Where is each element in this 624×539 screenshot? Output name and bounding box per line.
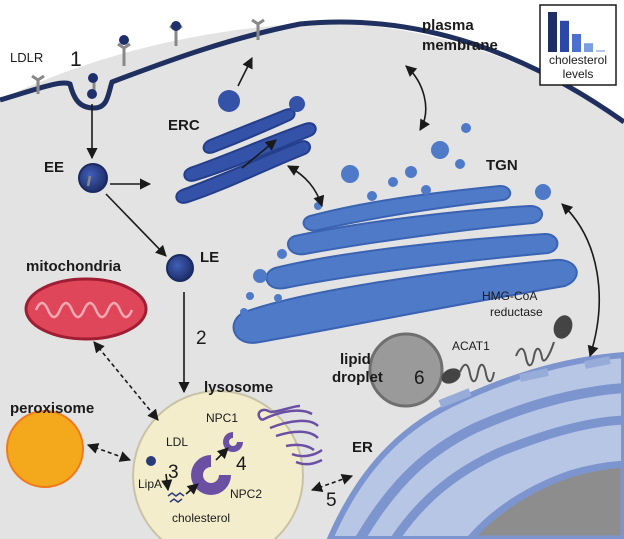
late-endosome xyxy=(166,254,194,282)
label-peroxisome: peroxisome xyxy=(10,400,94,417)
ldl-particles-surface xyxy=(88,21,181,83)
label-ldl: LDL xyxy=(166,435,188,449)
step-5: 5 xyxy=(326,490,337,511)
lysosome xyxy=(132,390,304,539)
pathway-arrows xyxy=(86,56,600,495)
legend-bar xyxy=(596,50,605,52)
legend-title-line1: cholesterol xyxy=(549,53,607,67)
label-erc: ERC xyxy=(168,117,200,134)
label-ee: EE xyxy=(44,159,64,176)
label-npc2: NPC2 xyxy=(230,487,262,501)
label-acat1: ACAT1 xyxy=(452,339,490,353)
legend-bar xyxy=(560,20,569,52)
label-membrane: membrane xyxy=(422,37,498,54)
label-reductase: reductase xyxy=(490,305,543,319)
lipid-droplet xyxy=(368,332,444,408)
label-hmg-coa: HMG-CoA xyxy=(482,289,537,303)
npc1-transmembrane xyxy=(257,404,323,466)
label-le: LE xyxy=(200,249,219,266)
legend-bars xyxy=(548,12,605,52)
label-ldlr: LDLR xyxy=(10,50,43,65)
label-lipa: LipA xyxy=(138,477,162,491)
step-2: 2 xyxy=(196,328,207,349)
npc1-protein xyxy=(223,432,243,452)
erc-compartment xyxy=(175,108,317,204)
step-1: 1 xyxy=(70,48,82,71)
endocytic-vesicle xyxy=(87,89,97,99)
erc-vesicle xyxy=(218,90,240,112)
label-cholesterol: cholesterol xyxy=(172,511,230,525)
label-npc1: NPC1 xyxy=(206,411,238,425)
cholesterol-molecule xyxy=(167,492,185,503)
early-endosome xyxy=(78,163,108,193)
tgn-vesicles xyxy=(240,123,551,316)
peroxisome xyxy=(6,410,84,488)
label-lipid: lipid xyxy=(340,351,371,368)
erc-vesicle-b xyxy=(289,96,305,112)
plasma-membrane xyxy=(0,19,624,125)
step-6: 6 xyxy=(414,368,425,389)
label-er: ER xyxy=(352,439,373,456)
mitochondria xyxy=(24,277,148,341)
legend-bar xyxy=(572,34,581,52)
npc2-protein xyxy=(191,455,231,495)
label-plasma: plasma xyxy=(422,17,474,34)
step-4: 4 xyxy=(236,454,247,475)
label-lysosome: lysosome xyxy=(204,379,273,396)
endoplasmic-reticulum xyxy=(326,351,624,539)
legend-title-line2: levels xyxy=(563,67,594,81)
label-mitochondria: mitochondria xyxy=(26,258,122,275)
ldl-particle xyxy=(146,456,156,466)
cholesterol-legend: cholesterol levels xyxy=(539,4,617,86)
legend-bar xyxy=(584,43,593,52)
step-3: 3 xyxy=(168,462,179,483)
acat1-enzyme xyxy=(441,363,495,384)
label-tgn: TGN xyxy=(486,157,518,174)
label-droplet: droplet xyxy=(332,369,383,386)
legend-bar xyxy=(548,12,557,52)
